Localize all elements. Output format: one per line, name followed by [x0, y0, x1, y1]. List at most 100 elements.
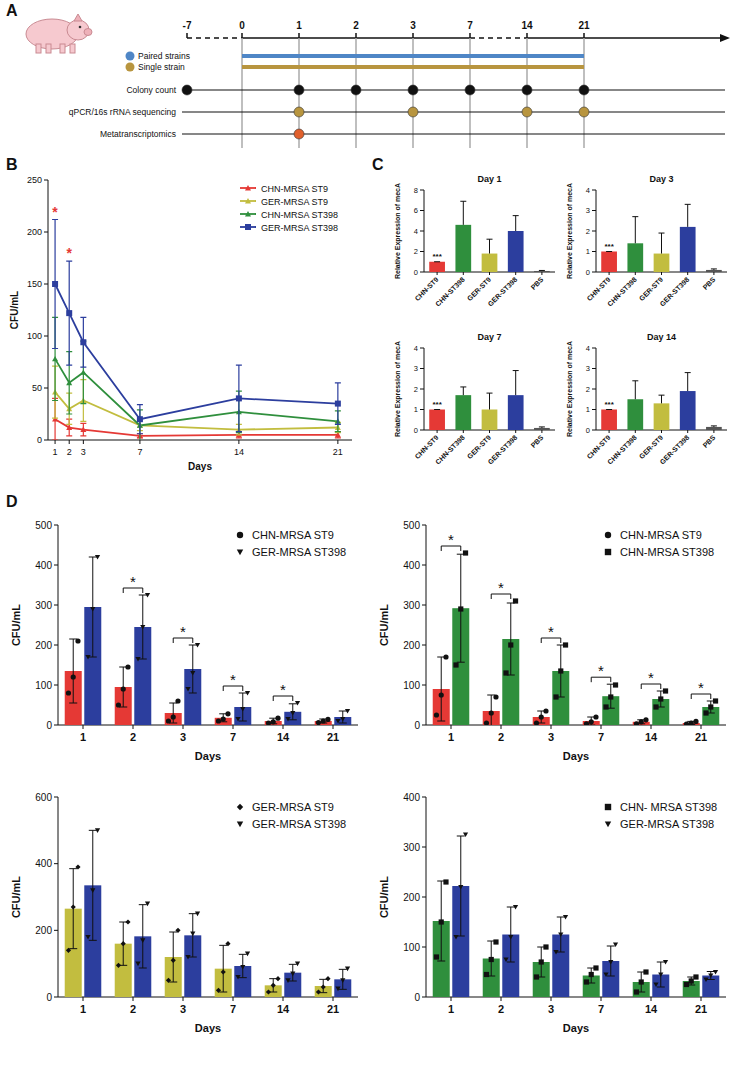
tick-label: 21 [695, 1003, 707, 1015]
tick [54, 930, 58, 931]
replicate-point [125, 919, 130, 924]
axis-title: CFU/mL [378, 876, 390, 918]
tick-label: 3 [410, 20, 416, 31]
x-axis [48, 440, 352, 441]
tick [592, 231, 596, 232]
replicate-point [543, 944, 548, 949]
bar [601, 410, 617, 431]
legend-marker [605, 821, 611, 827]
tick [451, 997, 452, 1001]
replicate-point [493, 939, 498, 944]
tick [298, 33, 300, 38]
tick [592, 251, 596, 252]
replicate-point [175, 928, 180, 933]
replicate-point [275, 716, 280, 721]
tick-label: CHN-ST9 [585, 434, 611, 460]
annotation: *** [432, 252, 442, 261]
tick [651, 725, 652, 729]
annotation: * [598, 662, 604, 679]
replicate-point [553, 950, 558, 955]
replicate-point [340, 978, 345, 983]
tick-label: 400 [35, 560, 52, 571]
tick [422, 947, 426, 948]
bar [429, 410, 445, 431]
tick [592, 210, 596, 211]
replicate-point [534, 720, 539, 725]
tick [333, 997, 334, 1001]
replicate-point [335, 987, 340, 992]
replicate-point [325, 717, 330, 722]
tick [592, 409, 596, 410]
error-bar [487, 393, 493, 409]
tick-label: 7 [230, 731, 236, 743]
tick [713, 430, 714, 433]
tick [54, 997, 58, 998]
tick [592, 272, 596, 273]
replicate-point [508, 935, 513, 940]
tick [183, 997, 184, 1001]
tick-label: PBS [701, 276, 716, 291]
tick-label: 2 [498, 1003, 504, 1015]
sampling-dot [294, 107, 304, 117]
replicate-point [145, 902, 150, 907]
tick [422, 797, 426, 798]
legend-marker [126, 52, 135, 61]
tick [651, 997, 652, 1001]
replicate-point [345, 709, 350, 714]
replicate-point [271, 719, 276, 724]
x-axis [58, 725, 358, 726]
annotation: *** [604, 242, 614, 251]
replicate-point [240, 965, 245, 970]
replicate-point [225, 941, 230, 946]
sampling-dot [351, 85, 361, 95]
tick-label: 0 [414, 992, 420, 1003]
replicate-point [434, 954, 439, 959]
tick [687, 430, 688, 433]
sampling-dot [579, 85, 589, 95]
error-bar [460, 387, 466, 395]
annotation: * [180, 623, 186, 640]
replicate-point [166, 718, 171, 723]
axis-title: Relative Expression of mecA [394, 341, 402, 437]
bar [706, 270, 722, 272]
tick [701, 725, 702, 729]
tick [44, 180, 48, 181]
tick-label: 0 [414, 426, 418, 435]
tick [183, 725, 184, 729]
panel-letter: B [6, 156, 18, 173]
error-bar [339, 969, 347, 989]
replicate-point [195, 643, 200, 648]
tick [451, 725, 452, 729]
error-bar [557, 917, 565, 952]
tick-label: 3 [414, 364, 418, 373]
error-bar [539, 270, 545, 272]
tick [422, 897, 426, 898]
replicate-point [543, 708, 548, 713]
replicate-point [658, 972, 663, 977]
tick-label: 0 [586, 268, 590, 277]
tick-label: 2 [414, 385, 418, 394]
error-bar [189, 914, 197, 957]
tick-label: 21 [327, 1003, 339, 1015]
replicate-point [689, 978, 694, 983]
error-bar [606, 251, 612, 252]
replicate-point [584, 979, 589, 984]
panel-letter: A [6, 2, 18, 19]
annotation: * [698, 679, 704, 696]
tick [463, 272, 464, 275]
replicate-point [75, 638, 80, 643]
legend-label: CHN- MRSA ST398 [620, 801, 717, 813]
replicate-point [340, 717, 345, 722]
tick [333, 725, 334, 729]
plot-area [433, 550, 720, 725]
replicate-point [643, 717, 648, 722]
bar [534, 428, 550, 430]
replicate-point [135, 962, 140, 967]
tick [422, 645, 426, 646]
tick [592, 368, 596, 369]
tick-label: 0 [46, 720, 52, 731]
replicate-point [439, 919, 444, 924]
tick-label: 100 [403, 942, 420, 953]
replicate-point [589, 972, 594, 977]
marker [66, 310, 72, 316]
